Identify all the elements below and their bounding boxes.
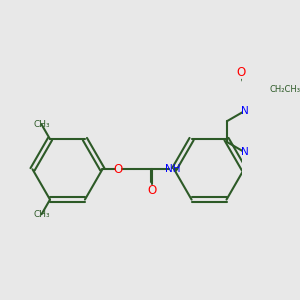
Text: NH: NH [165,164,181,174]
Text: O: O [236,66,246,79]
Text: CH₃: CH₃ [33,210,50,219]
Text: N: N [241,147,249,158]
Text: O: O [147,184,157,196]
Text: CH₃: CH₃ [33,120,50,129]
Text: N: N [241,106,249,116]
Text: CH₂CH₃: CH₂CH₃ [269,85,300,94]
Text: O: O [114,163,123,176]
